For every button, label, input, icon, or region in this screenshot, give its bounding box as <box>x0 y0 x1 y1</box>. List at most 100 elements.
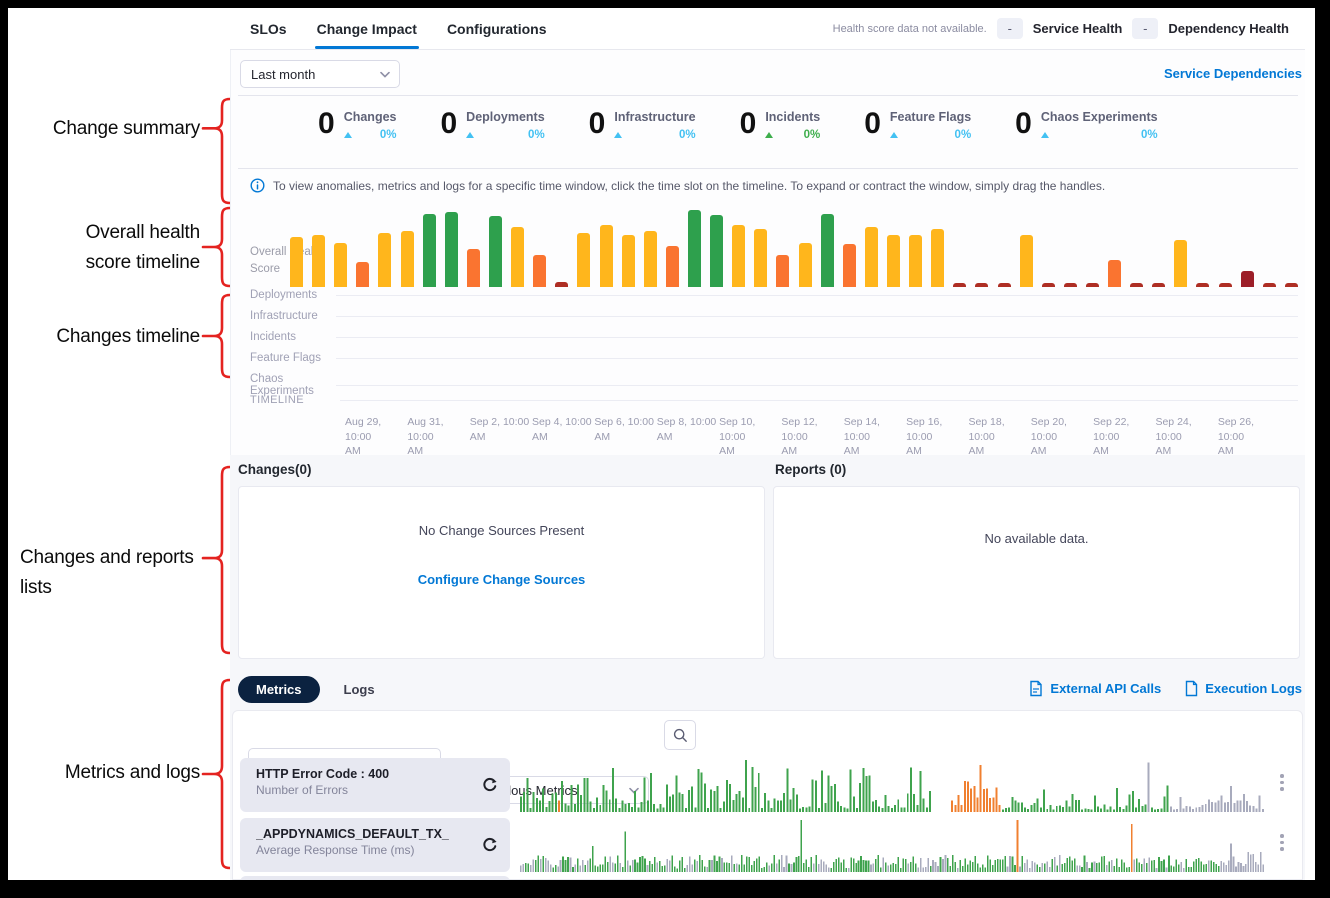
trend-up-icon <box>765 132 774 138</box>
health-score-bar[interactable] <box>953 283 967 287</box>
service-health-label: Service Health <box>1032 21 1123 36</box>
health-score-bar[interactable] <box>400 230 414 287</box>
health-score-bar[interactable] <box>444 212 458 287</box>
stat-delta: 0% <box>803 129 821 141</box>
stat-label: Feature Flags <box>889 110 972 124</box>
health-score-bar[interactable] <box>466 248 480 287</box>
timeline-tick-labels: Aug 29, 10:00 AM Aug 31, 10:00 AM Sep 2, 10:… <box>345 415 1280 459</box>
retry-icon[interactable] <box>482 777 498 793</box>
changes-empty-card: No Change Sources Present Configure Chan… <box>238 486 765 659</box>
health-score-bar[interactable] <box>931 229 945 287</box>
stat-delta: 0% <box>1140 129 1158 141</box>
tab-logs[interactable]: Logs <box>343 682 375 697</box>
health-score-bar[interactable] <box>555 282 569 287</box>
health-score-bar[interactable] <box>1218 283 1232 287</box>
health-score-bar[interactable] <box>621 234 635 287</box>
tab-configurations[interactable]: Configurations <box>446 20 547 37</box>
health-score-bar[interactable] <box>864 226 878 287</box>
annotation-brace <box>201 465 232 655</box>
health-score-bar[interactable] <box>1019 234 1033 287</box>
timeline-tick: Sep 24, 10:00 AM <box>1155 416 1192 458</box>
health-score-bar[interactable] <box>975 283 989 287</box>
health-score-bar[interactable] <box>488 216 502 287</box>
health-score-bar[interactable] <box>356 262 370 287</box>
health-score-bar[interactable] <box>687 209 701 287</box>
service-dependencies-link[interactable]: Service Dependencies <box>1163 66 1302 81</box>
overall-health-score-label: Overall Health Score <box>250 246 323 276</box>
stat-value: 0 <box>588 107 606 140</box>
health-score-bar[interactable] <box>422 213 436 287</box>
tab-change-impact[interactable]: Change Impact <box>314 8 420 49</box>
health-score-bar[interactable] <box>710 215 724 287</box>
health-score-bar[interactable] <box>511 226 525 287</box>
timeline-tick: Sep 18, 10:00 AM <box>968 416 1005 458</box>
health-score-bar[interactable] <box>909 234 923 287</box>
health-score-bar[interactable] <box>886 234 900 287</box>
health-score-bar[interactable] <box>1196 283 1210 287</box>
health-score-bar[interactable] <box>798 242 812 287</box>
annotation-label-metrics-logs: Metrics and logs <box>64 762 200 783</box>
time-range-select[interactable]: Last month <box>240 60 400 88</box>
change-row-chaos-experiments: Chaos Experiments <box>250 373 1298 397</box>
metric-row-card[interactable]: HTTP Error Code : 400 Number of Errors <box>240 758 510 812</box>
health-score-bar[interactable] <box>312 234 326 287</box>
metric-subtitle: Number of Errors <box>256 783 349 797</box>
health-score-bar[interactable] <box>754 228 768 287</box>
health-score-bar[interactable] <box>290 237 303 287</box>
health-score-bar[interactable] <box>842 244 856 287</box>
stat-delta: 0% <box>954 129 972 141</box>
health-score-bar[interactable] <box>665 246 679 287</box>
stat-label: Changes <box>343 110 397 124</box>
no-change-sources-text: No Change Sources Present <box>418 523 585 538</box>
health-score-bar[interactable] <box>334 243 348 287</box>
health-score-bar[interactable] <box>1174 240 1188 287</box>
row-menu-kebab-icon[interactable] <box>1276 770 1288 795</box>
health-score-bar[interactable] <box>1085 283 1099 287</box>
health-score-bar[interactable] <box>997 283 1011 287</box>
metric-title: HTTP Error Code : 400 <box>256 767 390 781</box>
chevron-down-icon <box>629 787 639 794</box>
changes-panel-title: Changes(0) <box>238 462 312 477</box>
health-score-bar[interactable] <box>1284 283 1298 287</box>
health-score-bar[interactable] <box>1041 283 1055 287</box>
health-score-bar[interactable] <box>732 225 746 287</box>
health-score-bar[interactable] <box>776 255 790 287</box>
health-score-bar[interactable] <box>533 255 547 287</box>
health-score-bar[interactable] <box>1262 283 1276 287</box>
stat-delta: 0% <box>379 129 397 141</box>
timeline-tick: Sep 6, 10:00 AM <box>594 416 654 443</box>
health-score-bar[interactable] <box>1240 270 1254 287</box>
trend-up-icon <box>614 132 623 138</box>
health-score-bar[interactable] <box>820 214 834 287</box>
health-score-bar[interactable] <box>378 233 392 287</box>
health-score-bar[interactable] <box>577 233 591 287</box>
health-score-bar[interactable] <box>1063 283 1077 287</box>
change-row-label: Chaos Experiments <box>250 373 314 397</box>
search-button[interactable] <box>664 720 696 750</box>
configure-change-sources-link[interactable]: Configure Change Sources <box>417 572 586 587</box>
tab-metrics[interactable]: Metrics <box>238 676 320 703</box>
metric-row-card[interactable] <box>240 876 510 880</box>
service-health-badge: - <box>996 18 1023 39</box>
tab-slos[interactable]: SLOs <box>250 20 287 37</box>
top-tab-bar: SLOs Change Impact Configurations <box>250 8 546 49</box>
page-header: SLOs Change Impact Configurations Health… <box>230 8 1305 50</box>
change-row-infrastructure: Infrastructure <box>250 310 1298 322</box>
change-row-line <box>336 315 1298 317</box>
external-api-calls-link[interactable]: External API Calls <box>1029 680 1161 697</box>
health-score-bar[interactable] <box>599 225 613 287</box>
metric-row-card[interactable]: _APPDYNAMICS_DEFAULT_TX_ Average Respons… <box>240 818 510 872</box>
stat-value: 0 <box>318 107 335 140</box>
stat-delta: 0% <box>679 129 696 141</box>
row-menu-kebab-icon[interactable] <box>1276 830 1288 855</box>
retry-icon[interactable] <box>482 837 498 853</box>
dependency-health-badge: - <box>1132 18 1159 39</box>
health-score-bar[interactable] <box>643 230 657 287</box>
stat-label: Incidents <box>765 110 821 124</box>
health-score-bar[interactable] <box>1152 283 1166 287</box>
divider <box>238 95 1298 96</box>
health-score-bar[interactable] <box>1108 259 1122 287</box>
stat-label: Infrastructure <box>614 110 696 124</box>
execution-logs-link[interactable]: Execution Logs <box>1185 680 1302 697</box>
health-score-bar[interactable] <box>1130 283 1144 287</box>
